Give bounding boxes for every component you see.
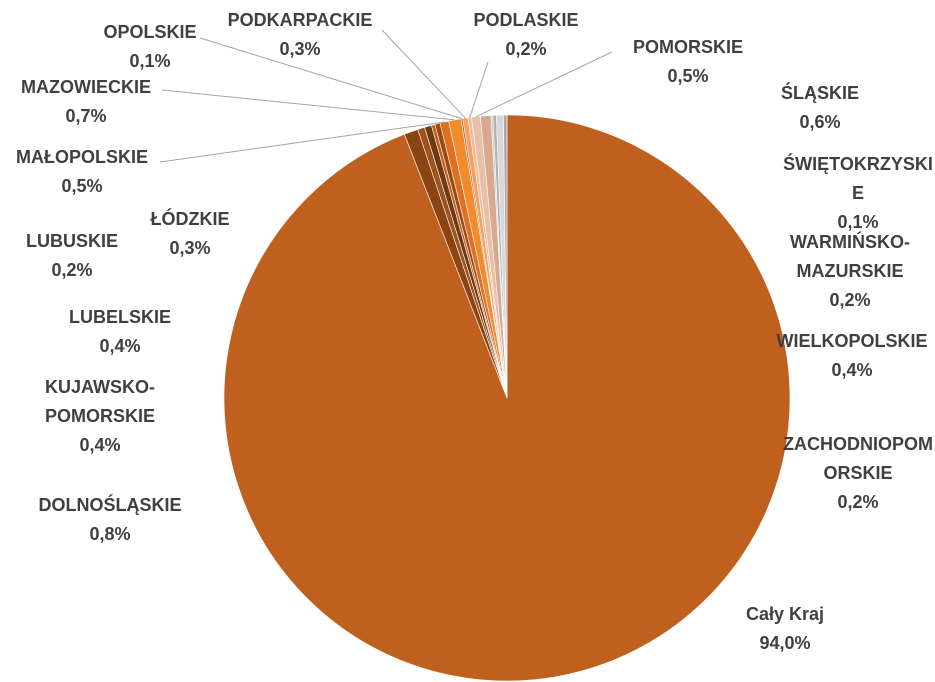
category-label: Cały Kraj bbox=[745, 604, 825, 624]
value-label: 94,0% bbox=[759, 633, 811, 653]
leader-line bbox=[159, 121, 445, 163]
value-label: 0,2% bbox=[505, 39, 547, 59]
category-label: PODKARPACKIE bbox=[227, 10, 373, 30]
data-label: ŚLĄSKIE 0,6% bbox=[760, 79, 880, 137]
data-label: LUBUSKIE 0,2% bbox=[12, 227, 132, 285]
data-label: KUJAWSKO-POMORSKIE 0,4% bbox=[35, 373, 165, 460]
category-label: ZACHODNIOPOMORSKIE bbox=[783, 434, 933, 483]
data-label: OPOLSKIE 0,1% bbox=[90, 18, 210, 76]
data-label: PODLASKIE 0,2% bbox=[456, 6, 596, 64]
value-label: 0,4% bbox=[99, 336, 141, 356]
category-label: OPOLSKIE bbox=[103, 22, 197, 42]
leader-line bbox=[469, 61, 489, 118]
category-label: LUBELSKIE bbox=[68, 307, 171, 327]
category-label: MAŁOPOLSKIE bbox=[15, 147, 148, 167]
leader-line bbox=[199, 37, 462, 120]
data-label: DOLNOŚLĄSKIE 0,8% bbox=[10, 491, 210, 549]
value-label: 0,4% bbox=[79, 435, 121, 455]
category-label: PODLASKIE bbox=[473, 10, 579, 30]
category-label: WIELKOPOLSKIE bbox=[776, 331, 928, 351]
value-label: 0,1% bbox=[129, 51, 171, 71]
data-label: WARMIŃSKO-MAZURSKIE 0,2% bbox=[775, 228, 925, 315]
value-label: 0,1% bbox=[837, 212, 879, 232]
category-label: DOLNOŚLĄSKIE bbox=[38, 495, 182, 515]
data-label: PODKARPACKIE 0,3% bbox=[215, 6, 385, 64]
leader-line bbox=[475, 51, 613, 118]
data-label: ŁÓDZKIE 0,3% bbox=[130, 205, 250, 263]
category-label: WARMIŃSKO-MAZURSKIE bbox=[790, 232, 910, 281]
data-label: LUBELSKIE 0,4% bbox=[40, 303, 200, 361]
leader-line bbox=[161, 89, 455, 121]
category-label: ŁÓDZKIE bbox=[150, 209, 230, 229]
data-label: Cały Kraj 94,0% bbox=[715, 600, 855, 658]
data-label: ZACHODNIOPOMORSKIE 0,2% bbox=[783, 430, 933, 517]
value-label: 0,3% bbox=[279, 39, 321, 59]
leader-line bbox=[381, 29, 466, 119]
data-label: WIELKOPOLSKIE 0,4% bbox=[767, 327, 935, 385]
value-label: 0,5% bbox=[667, 66, 709, 86]
value-label: 0,2% bbox=[837, 492, 879, 512]
value-label: 0,5% bbox=[61, 176, 103, 196]
data-label: MAZOWIECKIE 0,7% bbox=[1, 73, 171, 131]
pie-slice bbox=[503, 114, 508, 399]
value-label: 0,6% bbox=[799, 112, 841, 132]
value-label: 0,7% bbox=[65, 106, 107, 126]
value-label: 0,2% bbox=[51, 260, 93, 280]
data-label: POMORSKIE 0,5% bbox=[613, 33, 763, 91]
value-label: 0,8% bbox=[89, 524, 131, 544]
category-label: POMORSKIE bbox=[632, 37, 743, 57]
category-label: ŚWIĘTOKRZYSKIE bbox=[783, 154, 933, 203]
category-label: ŚLĄSKIE bbox=[780, 83, 859, 103]
data-label: MAŁOPOLSKIE 0,5% bbox=[0, 143, 167, 201]
value-label: 0,4% bbox=[831, 360, 873, 380]
category-label: LUBUSKIE bbox=[25, 231, 118, 251]
data-label: ŚWIĘTOKRZYSKIE 0,1% bbox=[778, 150, 935, 237]
value-label: 0,3% bbox=[169, 238, 211, 258]
category-label: MAZOWIECKIE bbox=[21, 77, 151, 97]
value-label: 0,2% bbox=[829, 290, 871, 310]
category-label: KUJAWSKO-POMORSKIE bbox=[44, 377, 155, 426]
